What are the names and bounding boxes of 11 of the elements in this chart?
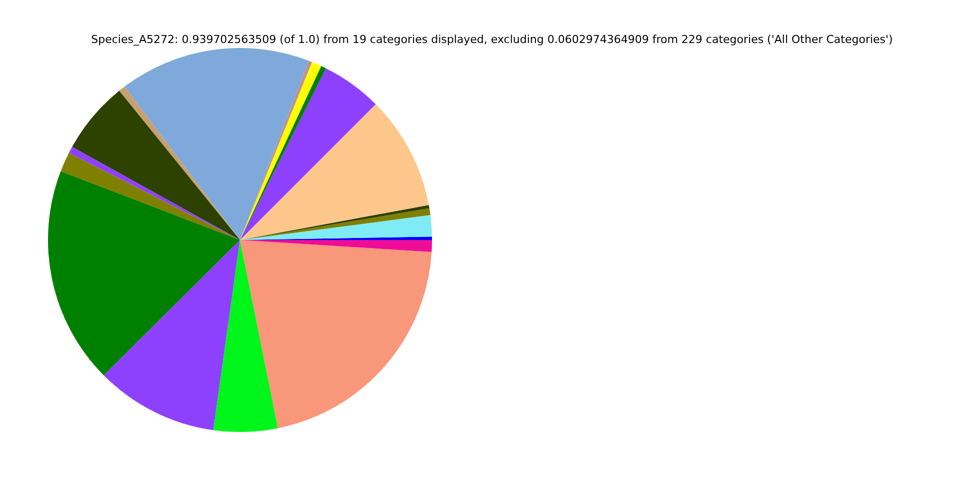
pie-slice — [124, 48, 309, 240]
pie-slice — [72, 90, 240, 240]
pie-slice — [104, 240, 240, 430]
pie-slice — [240, 104, 429, 240]
pie-slice — [119, 86, 240, 240]
pie-slice — [240, 68, 376, 240]
pie-slice — [240, 240, 432, 428]
pie-slice — [48, 171, 240, 376]
pie-slice — [213, 240, 278, 432]
pie-slice — [240, 214, 432, 240]
text: Species_A5272: 0.939702563509 (of 1.0) from 19 categories displayed, excluding 0.0602974364909 from 229 categories ('All Other Categories') — [91, 33, 893, 46]
